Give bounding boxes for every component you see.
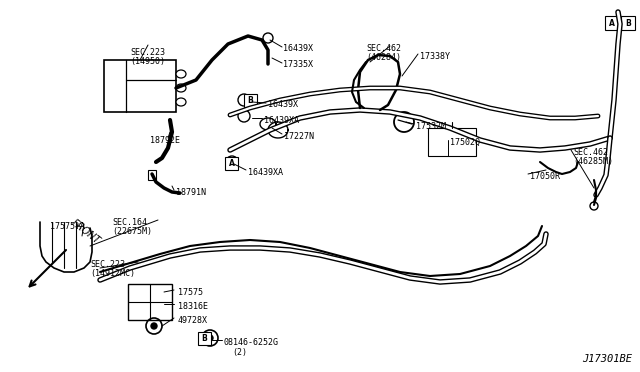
FancyBboxPatch shape <box>605 16 619 30</box>
Text: 16439X: 16439X <box>283 44 313 53</box>
Text: J17301BE: J17301BE <box>582 354 632 364</box>
Text: B: B <box>625 19 631 28</box>
Ellipse shape <box>176 84 186 92</box>
Text: 16439XA: 16439XA <box>248 168 283 177</box>
Text: (46284): (46284) <box>366 53 401 62</box>
Text: 17338Y: 17338Y <box>420 52 450 61</box>
Ellipse shape <box>176 98 186 106</box>
Text: 17227N: 17227N <box>284 132 314 141</box>
Text: SEC.164: SEC.164 <box>112 218 147 227</box>
FancyBboxPatch shape <box>104 60 176 112</box>
Text: (14912MC): (14912MC) <box>90 269 135 278</box>
Circle shape <box>151 323 157 329</box>
Text: SEC.223: SEC.223 <box>131 48 166 57</box>
Text: 16439XA: 16439XA <box>264 116 299 125</box>
Text: 16439X: 16439X <box>268 100 298 109</box>
Text: (2): (2) <box>232 348 247 357</box>
Ellipse shape <box>176 70 186 78</box>
Text: 17502Q: 17502Q <box>450 138 480 147</box>
Text: SEC.462: SEC.462 <box>573 148 608 157</box>
FancyBboxPatch shape <box>225 157 238 170</box>
Text: B: B <box>248 96 253 105</box>
Text: 08146-6252G: 08146-6252G <box>224 338 279 347</box>
Text: A: A <box>609 19 615 28</box>
Text: (22675M): (22675M) <box>112 227 152 236</box>
Text: FRONT: FRONT <box>70 218 102 246</box>
Text: 17575+A: 17575+A <box>50 222 85 231</box>
Text: 49728X: 49728X <box>178 316 208 325</box>
Text: 17050R: 17050R <box>530 172 560 181</box>
Text: 18316E: 18316E <box>178 302 208 311</box>
Text: SEC.462: SEC.462 <box>366 44 401 53</box>
Text: 18792E: 18792E <box>150 136 180 145</box>
FancyBboxPatch shape <box>244 94 257 107</box>
Text: (14950): (14950) <box>131 57 166 66</box>
FancyBboxPatch shape <box>621 16 635 30</box>
FancyBboxPatch shape <box>128 284 172 320</box>
FancyBboxPatch shape <box>148 170 156 180</box>
Text: 17575: 17575 <box>178 288 203 297</box>
Text: 17335X: 17335X <box>283 60 313 69</box>
FancyBboxPatch shape <box>198 332 211 345</box>
Text: 18791N: 18791N <box>176 188 206 197</box>
Text: 17532M: 17532M <box>416 122 446 131</box>
Text: A: A <box>228 159 234 168</box>
Circle shape <box>207 335 213 341</box>
Text: B: B <box>202 334 207 343</box>
Text: (46285M): (46285M) <box>573 157 613 166</box>
Text: SEC.223: SEC.223 <box>90 260 125 269</box>
